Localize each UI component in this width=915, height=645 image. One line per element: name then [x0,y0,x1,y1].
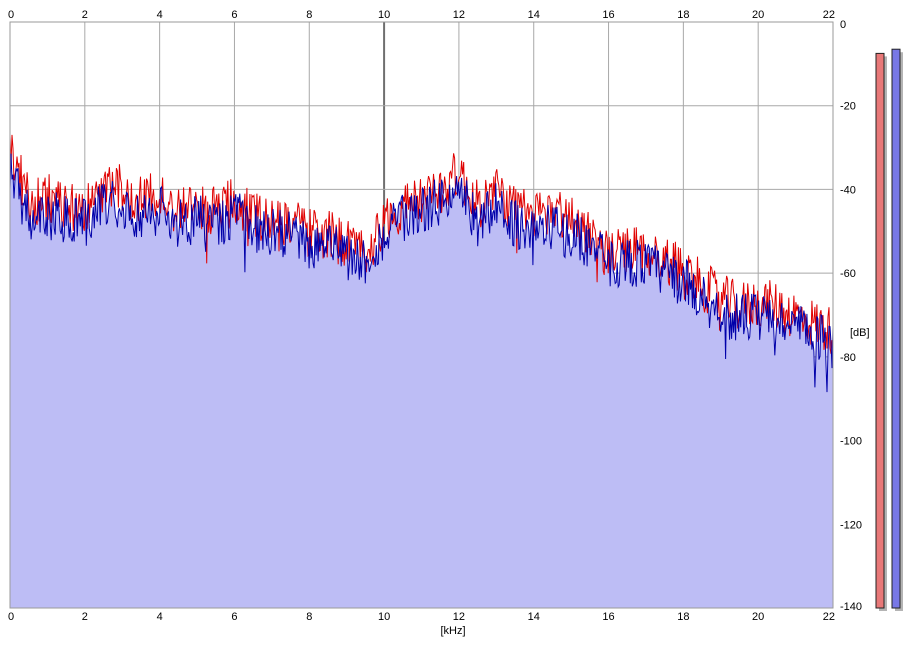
x-tick-top-label: 14 [528,9,540,21]
y-tick-label: -120 [840,519,862,531]
x-tick-bottom-label: 14 [528,611,540,623]
spectrum-line-left [9,134,834,357]
x-tick-bottom-label: 6 [231,611,237,623]
y-tick-label: -140 [840,601,862,613]
x-tick-top-label: 8 [306,9,312,21]
x-axis-top: 0 2 4 6 8 10 12 14 16 18 20 22 [8,9,835,21]
x-tick-top-label: 2 [82,9,88,21]
x-tick-bottom-label: 4 [157,611,163,623]
y-axis-label: [dB] [850,327,870,339]
x-tick-bottom-label: 16 [602,611,614,623]
spectrum-fill-area [10,153,833,608]
x-tick-top-label: 6 [231,9,237,21]
x-tick-bottom-label: 20 [752,611,764,623]
x-tick-top-label: 20 [752,9,764,21]
x-axis-bottom: 0 2 4 6 8 10 12 14 16 18 20 22 [8,611,835,623]
y-tick-label: -60 [840,268,856,280]
level-meter-left [875,52,885,609]
x-tick-bottom-label: 18 [677,611,689,623]
level-meter-right [891,48,901,609]
level-meters [875,48,903,611]
x-tick-bottom-label: 8 [306,611,312,623]
x-tick-top-label: 0 [8,9,14,21]
x-axis-label: [kHz] [440,625,465,637]
x-tick-bottom-label: 2 [82,611,88,623]
x-tick-bottom-label: 22 [823,611,835,623]
x-tick-top-label: 16 [602,9,614,21]
y-tick-label: -80 [840,352,856,364]
x-tick-bottom-label: 12 [453,611,465,623]
plot-border [9,21,834,609]
x-tick-top-label: 12 [453,9,465,21]
x-tick-top-label: 10 [378,9,390,21]
x-tick-bottom-label: 10 [378,611,390,623]
y-tick-label: -40 [840,184,856,196]
spectrum-line-right [9,153,834,393]
y-tick-label: -20 [840,101,856,113]
y-axis: 0 -20 -40 -60 -80 -100 -120 -140 [840,19,862,613]
x-tick-top-label: 4 [157,9,163,21]
x-tick-bottom-label: 0 [8,611,14,623]
x-tick-top-label: 22 [823,9,835,21]
x-tick-top-label: 18 [677,9,689,21]
y-tick-label: 0 [840,19,846,31]
y-tick-label: -100 [840,436,862,448]
